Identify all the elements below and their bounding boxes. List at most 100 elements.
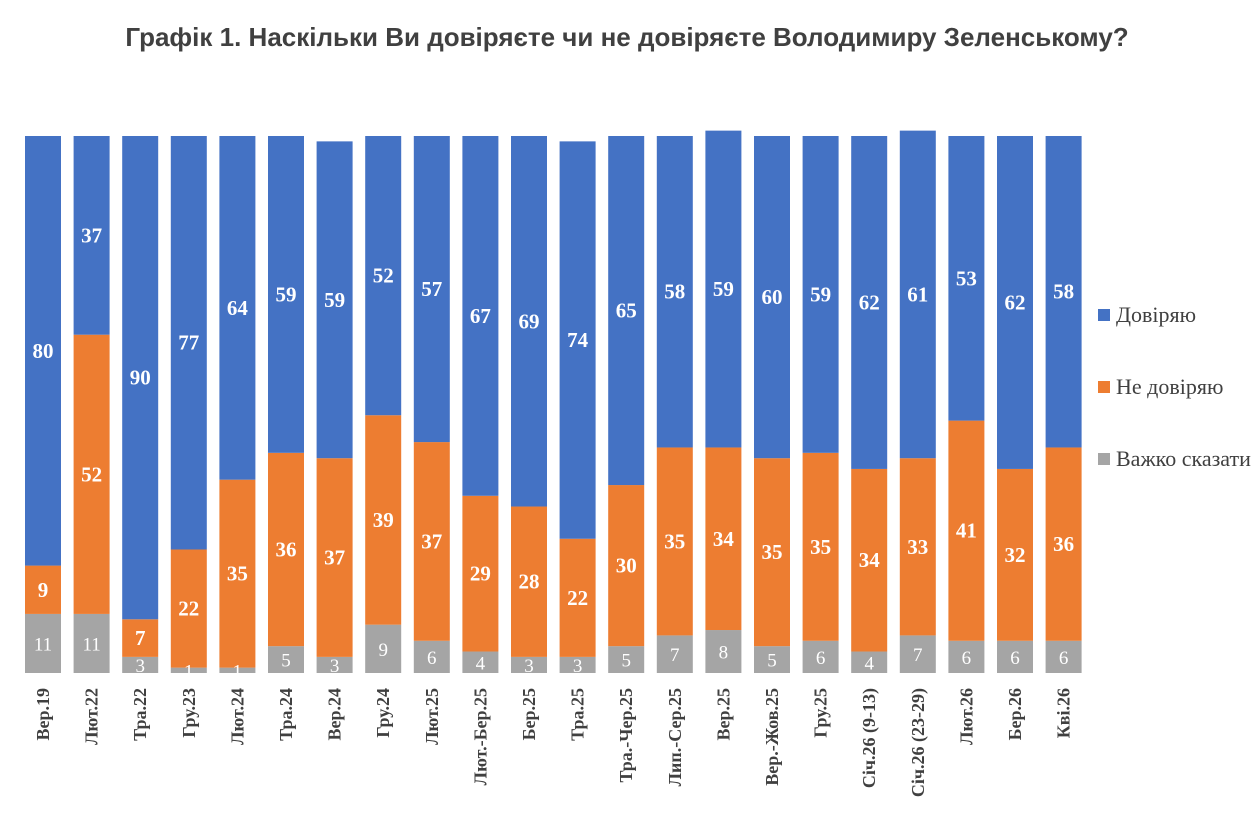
data-label-1-1: 52 bbox=[81, 462, 102, 486]
category-label-4: Лют.24 bbox=[227, 688, 247, 745]
legend-item-hard-to-say: Важко сказати bbox=[1098, 444, 1254, 474]
bar-2-2 bbox=[122, 136, 159, 620]
bar-2-10 bbox=[511, 136, 547, 507]
bar-0-2 bbox=[122, 656, 159, 673]
data-label-1-21: 36 bbox=[1053, 532, 1074, 556]
category-label-20: Бер.26 bbox=[1005, 688, 1025, 740]
category-label-3: Гру.23 bbox=[179, 688, 199, 738]
data-label-2-17: 62 bbox=[859, 290, 880, 314]
bar-1-16 bbox=[802, 452, 839, 641]
bar-0-14 bbox=[705, 630, 742, 673]
bar-1-13 bbox=[656, 447, 693, 636]
data-label-0-4: 1 bbox=[233, 661, 243, 682]
bar-1-17 bbox=[851, 468, 888, 652]
bar-0-4 bbox=[219, 667, 256, 673]
data-label-0-0: 11 bbox=[34, 634, 52, 655]
data-label-2-10: 69 bbox=[519, 309, 540, 333]
data-label-0-6: 3 bbox=[330, 656, 340, 677]
bar-0-8 bbox=[413, 640, 450, 673]
data-label-2-9: 67 bbox=[470, 304, 491, 328]
data-label-1-3: 22 bbox=[178, 597, 199, 621]
bar-2-1 bbox=[73, 136, 110, 335]
legend: Довіряю Не довіряю Важко сказати bbox=[1098, 300, 1254, 516]
data-label-2-6: 59 bbox=[324, 288, 345, 312]
data-label-0-7: 9 bbox=[378, 640, 388, 661]
bar-1-0 bbox=[25, 565, 61, 614]
bar-1-19 bbox=[948, 420, 985, 641]
category-label-21: Кві.26 bbox=[1054, 688, 1074, 738]
category-label-2: Тра.22 bbox=[130, 688, 150, 741]
data-label-2-15: 60 bbox=[762, 285, 783, 309]
data-label-1-12: 30 bbox=[616, 554, 637, 578]
bar-1-10 bbox=[511, 506, 547, 657]
data-label-2-13: 58 bbox=[664, 280, 685, 304]
bar-0-10 bbox=[511, 656, 547, 673]
bar-1-21 bbox=[1045, 447, 1082, 641]
category-label-11: Тра.25 bbox=[568, 688, 588, 741]
bar-2-16 bbox=[802, 136, 839, 453]
data-label-1-11: 22 bbox=[567, 586, 588, 610]
bar-0-6 bbox=[316, 656, 353, 673]
bar-2-20 bbox=[997, 136, 1033, 469]
data-label-1-13: 35 bbox=[664, 529, 685, 553]
segment-labels-group: 1198011523737901227713564536593375993952… bbox=[33, 223, 1075, 682]
bar-2-12 bbox=[608, 136, 645, 486]
bars-group bbox=[25, 130, 1082, 673]
data-label-2-11: 74 bbox=[567, 328, 589, 352]
bar-2-17 bbox=[851, 136, 888, 469]
bar-2-5 bbox=[268, 136, 304, 453]
bar-2-19 bbox=[948, 136, 985, 421]
data-label-0-11: 3 bbox=[573, 656, 583, 677]
bar-2-9 bbox=[462, 136, 499, 496]
category-label-18: Січ.26 (23-29) bbox=[908, 688, 929, 797]
bar-0-17 bbox=[851, 651, 888, 673]
data-label-0-8: 6 bbox=[427, 648, 437, 669]
bar-0-13 bbox=[656, 635, 693, 673]
data-label-0-21: 6 bbox=[1059, 648, 1069, 669]
data-label-2-21: 58 bbox=[1053, 280, 1074, 304]
data-label-0-17: 4 bbox=[864, 653, 874, 674]
data-label-2-20: 62 bbox=[1005, 290, 1026, 314]
legend-item-trust: Довіряю bbox=[1098, 300, 1254, 330]
data-label-0-10: 3 bbox=[524, 656, 534, 677]
bar-2-7 bbox=[365, 136, 402, 416]
data-label-1-2: 7 bbox=[135, 626, 146, 650]
data-label-1-8: 37 bbox=[421, 529, 442, 553]
category-label-5: Тра.24 bbox=[276, 688, 296, 741]
data-label-2-19: 53 bbox=[956, 266, 977, 290]
data-label-0-9: 4 bbox=[476, 653, 486, 674]
category-label-9: Лют.-Бер.25 bbox=[470, 688, 490, 785]
data-label-0-12: 5 bbox=[621, 651, 631, 672]
bar-1-14 bbox=[705, 447, 742, 631]
data-label-2-1: 37 bbox=[81, 223, 102, 247]
data-label-2-0: 80 bbox=[33, 339, 54, 363]
data-label-2-7: 52 bbox=[373, 264, 394, 288]
bar-1-3 bbox=[170, 549, 207, 668]
bar-1-2 bbox=[122, 619, 159, 657]
legend-label-distrust: Не довіряю bbox=[1116, 374, 1224, 399]
bar-1-7 bbox=[365, 415, 402, 625]
data-label-1-16: 35 bbox=[810, 535, 831, 559]
bar-0-0 bbox=[25, 613, 61, 673]
bar-1-1 bbox=[73, 334, 110, 614]
bar-1-6 bbox=[316, 458, 353, 657]
category-label-10: Бер.25 bbox=[519, 688, 539, 740]
bar-2-0 bbox=[25, 136, 61, 566]
data-label-1-6: 37 bbox=[324, 546, 345, 570]
data-label-0-16: 6 bbox=[816, 648, 826, 669]
bar-0-18 bbox=[899, 635, 936, 673]
data-label-2-12: 65 bbox=[616, 299, 637, 323]
bar-1-4 bbox=[219, 479, 256, 668]
bar-0-15 bbox=[754, 646, 790, 673]
category-label-17: Січ.26 (9-13) bbox=[859, 688, 880, 788]
bar-1-20 bbox=[997, 468, 1033, 641]
category-label-16: Гру.25 bbox=[811, 688, 831, 738]
bar-0-9 bbox=[462, 651, 499, 673]
data-label-1-10: 28 bbox=[519, 570, 540, 594]
data-label-0-18: 7 bbox=[913, 645, 923, 666]
data-label-1-14: 34 bbox=[713, 527, 735, 551]
bar-0-12 bbox=[608, 646, 645, 673]
data-label-1-9: 29 bbox=[470, 562, 491, 586]
bar-2-6 bbox=[316, 141, 353, 459]
category-label-8: Лют.25 bbox=[422, 688, 442, 745]
